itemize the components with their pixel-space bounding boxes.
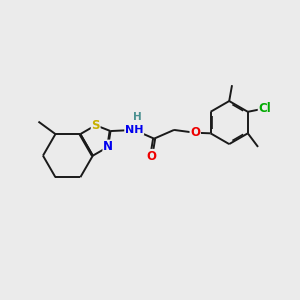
- Text: NH: NH: [125, 125, 143, 135]
- Text: Cl: Cl: [258, 102, 271, 115]
- Text: N: N: [103, 140, 113, 153]
- Text: O: O: [146, 150, 156, 163]
- Text: S: S: [92, 119, 100, 132]
- Text: H: H: [133, 112, 141, 122]
- Text: O: O: [190, 126, 200, 139]
